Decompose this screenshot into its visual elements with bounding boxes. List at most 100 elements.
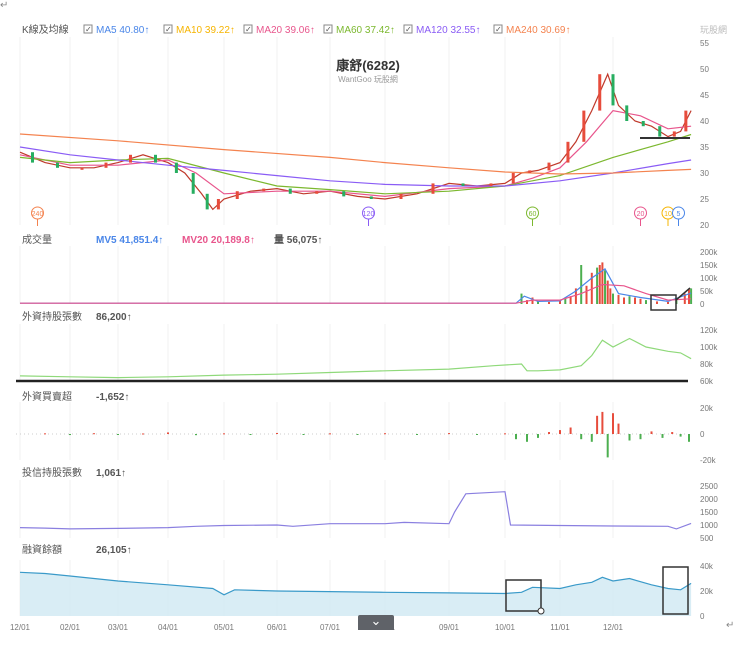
y-tick-label: 0 [700,612,705,621]
net-bar [223,433,225,435]
candle [625,105,629,121]
net-bar [650,431,653,434]
y-tick-label: 20k [700,404,714,413]
scroll-down-button[interactable]: ⌄ [358,613,394,630]
y-tick-label: 80k [700,360,714,369]
ma-marker-label: 240 [32,211,44,218]
candle [399,193,403,199]
panel-value: 86,200↑ [96,312,132,323]
y-tick-label: 0 [700,300,705,309]
panel-label: 投信持股張數 [22,466,82,479]
y-tick-label: 20k [700,587,714,596]
x-tick-label: 04/01 [158,623,179,632]
volume-bar [645,300,647,304]
net-bar [671,432,674,434]
volume-bar [688,289,690,304]
net-bar [590,434,593,442]
net-bar [69,434,71,436]
ma-marker [362,206,375,220]
logo: 玩股網 [700,24,727,35]
candle [191,173,195,194]
series-margin-balance-area [20,572,692,616]
volume-bar [690,288,693,304]
net-bar [559,430,561,434]
annotation-point [537,607,545,615]
chart-subtitle: WantGoo 玩股網 [338,74,398,84]
candle [684,110,688,132]
net-bar [688,434,690,442]
volume-bar [656,301,658,304]
candle [315,191,319,194]
x-tick-label: 09/01 [439,623,460,632]
y-tick-label: 150k [700,261,718,270]
y-tick-label: 35 [700,143,709,152]
volume-bar [526,300,528,304]
panel-value: 26,105↑ [96,545,132,556]
net-bar [548,432,550,434]
checkbox [323,24,333,34]
y-tick-label: 40 [700,117,709,126]
y-tick-label: 30 [700,169,709,178]
check-icon: ✓ [245,25,252,34]
check-icon: ✓ [495,25,502,34]
x-tick-label: 02/01 [60,623,81,632]
net-bar [476,434,478,435]
candle [431,183,435,194]
y-tick-label: 200k [700,248,718,257]
net-bar [384,433,386,435]
volume-bar [609,288,612,304]
ma-legend-ma5: MA5 40.80↑ [96,25,149,36]
check-icon: ✓ [325,25,332,34]
panel-label: 外資買賣超 [22,390,72,403]
candle [672,131,676,137]
volume-bar [548,301,550,304]
annotation-line [675,287,691,301]
y-tick-label: 2500 [700,482,718,491]
ma-marker [526,206,539,220]
net-bar [526,434,528,442]
ma-marker-label: 5 [677,211,681,218]
x-tick-label: 06/01 [267,623,288,632]
candle [369,196,373,199]
net-bar [515,434,517,440]
net-bar [44,433,46,435]
y-tick-label: 20 [700,221,709,230]
checkbox [83,24,93,34]
volume-bar [623,297,625,304]
chevron-down-icon: ⌄ [370,613,382,628]
y-tick-label: 1500 [700,508,718,517]
net-bar [504,433,506,435]
y-tick-label: -20k [700,456,717,465]
net-bar [639,434,642,440]
candle [216,199,220,210]
series-ma240 [19,133,692,175]
y-tick-label: 50 [700,65,709,74]
net-bar [601,411,604,434]
net-bar [195,434,197,436]
candle [104,162,108,168]
checkbox [403,24,413,34]
check-icon: ✓ [405,25,412,34]
volume-bar [596,267,599,304]
net-bar [93,433,95,435]
volume-bar [559,300,561,304]
panel-value: 量 56,075↑ [274,233,322,246]
candle [547,162,551,171]
panel-label: 成交量 [22,233,52,246]
volume-bar [606,280,609,304]
annotation-box [650,294,677,311]
volume-bar [634,297,636,304]
candle [129,154,132,163]
y-tick-label: 1000 [700,521,718,530]
panel-label: K線及均線 [22,23,69,36]
ma-marker [31,206,44,220]
candle [288,188,292,194]
net-bar [661,434,664,438]
y-tick-label: 25 [700,195,709,204]
net-bar [617,423,620,434]
ma-marker-label: 20 [637,211,645,218]
y-tick-label: 45 [700,91,709,100]
panel-value: 1,061↑ [96,468,126,479]
